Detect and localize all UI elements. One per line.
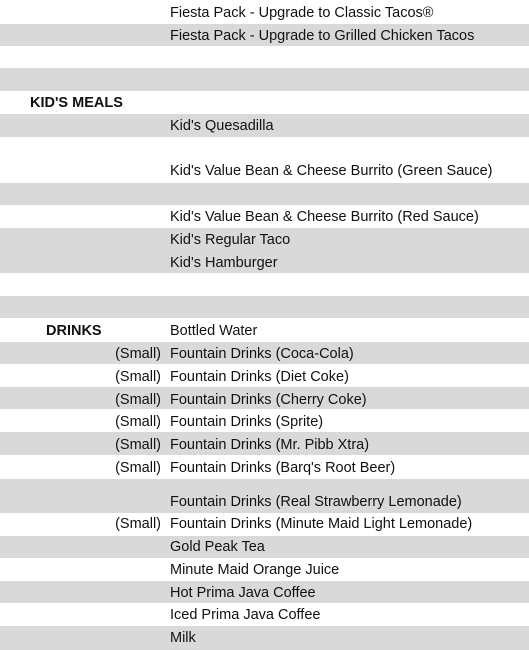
size-label: (Small)	[115, 369, 161, 385]
row-band	[0, 342, 529, 364]
menu-item: Kid's Regular Taco	[170, 232, 291, 248]
menu-item: Fountain Drinks (Mr. Pibb Xtra)	[170, 437, 370, 453]
menu-item: Fountain Drinks (Real Strawberry Lemonad…	[170, 494, 462, 510]
menu-item: Kid's Hamburger	[170, 255, 278, 271]
row-band	[0, 536, 529, 558]
section-heading-drinks: DRINKS	[46, 323, 102, 339]
row-band	[0, 296, 529, 318]
menu-item: Kid's Value Bean & Cheese Burrito (Green…	[170, 163, 493, 179]
size-label: (Small)	[115, 414, 161, 430]
menu-item: Fountain Drinks (Barq's Root Beer)	[170, 460, 396, 476]
size-label: (Small)	[115, 392, 161, 408]
row-band	[0, 479, 529, 513]
size-label: (Small)	[115, 460, 161, 476]
menu-item: Milk	[170, 630, 196, 646]
row-band	[0, 626, 529, 650]
section-heading-kids-meals: KID'S MEALS	[30, 95, 123, 111]
menu-item: Fountain Drinks (Sprite)	[170, 414, 324, 430]
row-band	[0, 387, 529, 409]
menu-item: Fiesta Pack - Upgrade to Grilled Chicken…	[170, 28, 475, 44]
menu-item: Fountain Drinks (Cherry Coke)	[170, 392, 367, 408]
row-band	[0, 228, 529, 251]
size-label: (Small)	[115, 346, 161, 362]
menu-item: Kid's Quesadilla	[170, 118, 274, 134]
row-band	[0, 581, 529, 603]
menu-item: Iced Prima Java Coffee	[170, 607, 321, 623]
menu-item: Bottled Water	[170, 323, 258, 339]
menu-item: Fountain Drinks (Diet Coke)	[170, 369, 349, 385]
menu-item: Fountain Drinks (Coca-Cola)	[170, 346, 354, 362]
row-band	[0, 251, 529, 273]
row-band	[0, 183, 529, 205]
menu-item: Hot Prima Java Coffee	[170, 585, 316, 601]
size-label: (Small)	[115, 437, 161, 453]
row-band	[0, 24, 529, 46]
size-label: (Small)	[115, 516, 161, 532]
menu-item: Fiesta Pack - Upgrade to Classic Tacos®	[170, 5, 434, 21]
menu-item: Kid's Value Bean & Cheese Burrito (Red S…	[170, 209, 479, 225]
row-band	[0, 68, 529, 91]
row-band	[0, 432, 529, 455]
menu-item: Fountain Drinks (Minute Maid Light Lemon…	[170, 516, 473, 532]
row-band	[0, 114, 529, 137]
menu-item: Minute Maid Orange Juice	[170, 562, 340, 578]
menu-item: Gold Peak Tea	[170, 539, 265, 555]
